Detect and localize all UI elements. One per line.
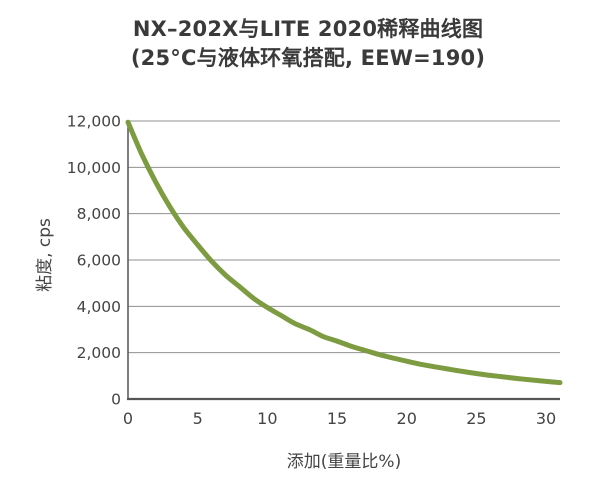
dilution-curve [125, 119, 563, 386]
x-tick-label-30: 30 [536, 409, 556, 428]
x-tick-label-5: 5 [193, 409, 203, 428]
y-tick-label-0: 0 [111, 391, 121, 409]
y-tick-label-12,000: 12,000 [67, 113, 121, 131]
chart-subtitle: (25°C与液体环氧搭配, EEW=190) [130, 46, 486, 70]
y-tick-label-6,000: 6,000 [77, 252, 121, 270]
x-tick-label-0: 0 [123, 409, 133, 428]
y-tick-label-10,000: 10,000 [67, 159, 121, 177]
y-tick-label-4,000: 4,000 [77, 298, 121, 316]
x-tick-label-25: 25 [466, 409, 486, 428]
chart-title: NX–202X与LITE 2020稀释曲线图 [132, 17, 484, 41]
x-tick-label-10: 10 [257, 409, 277, 428]
y-axis-title: 粘度, cps [35, 218, 55, 292]
y-tick-label-8,000: 8,000 [77, 205, 121, 223]
y-tick-label-2,000: 2,000 [77, 344, 121, 362]
chart-title-block: NX–202X与LITE 2020稀释曲线图 (25°C与液体环氧搭配, EEW… [8, 15, 600, 73]
x-axis-title: 添加(重量比%) [286, 452, 402, 472]
x-tick-label-20: 20 [397, 409, 417, 428]
x-tick-label-15: 15 [327, 409, 347, 428]
